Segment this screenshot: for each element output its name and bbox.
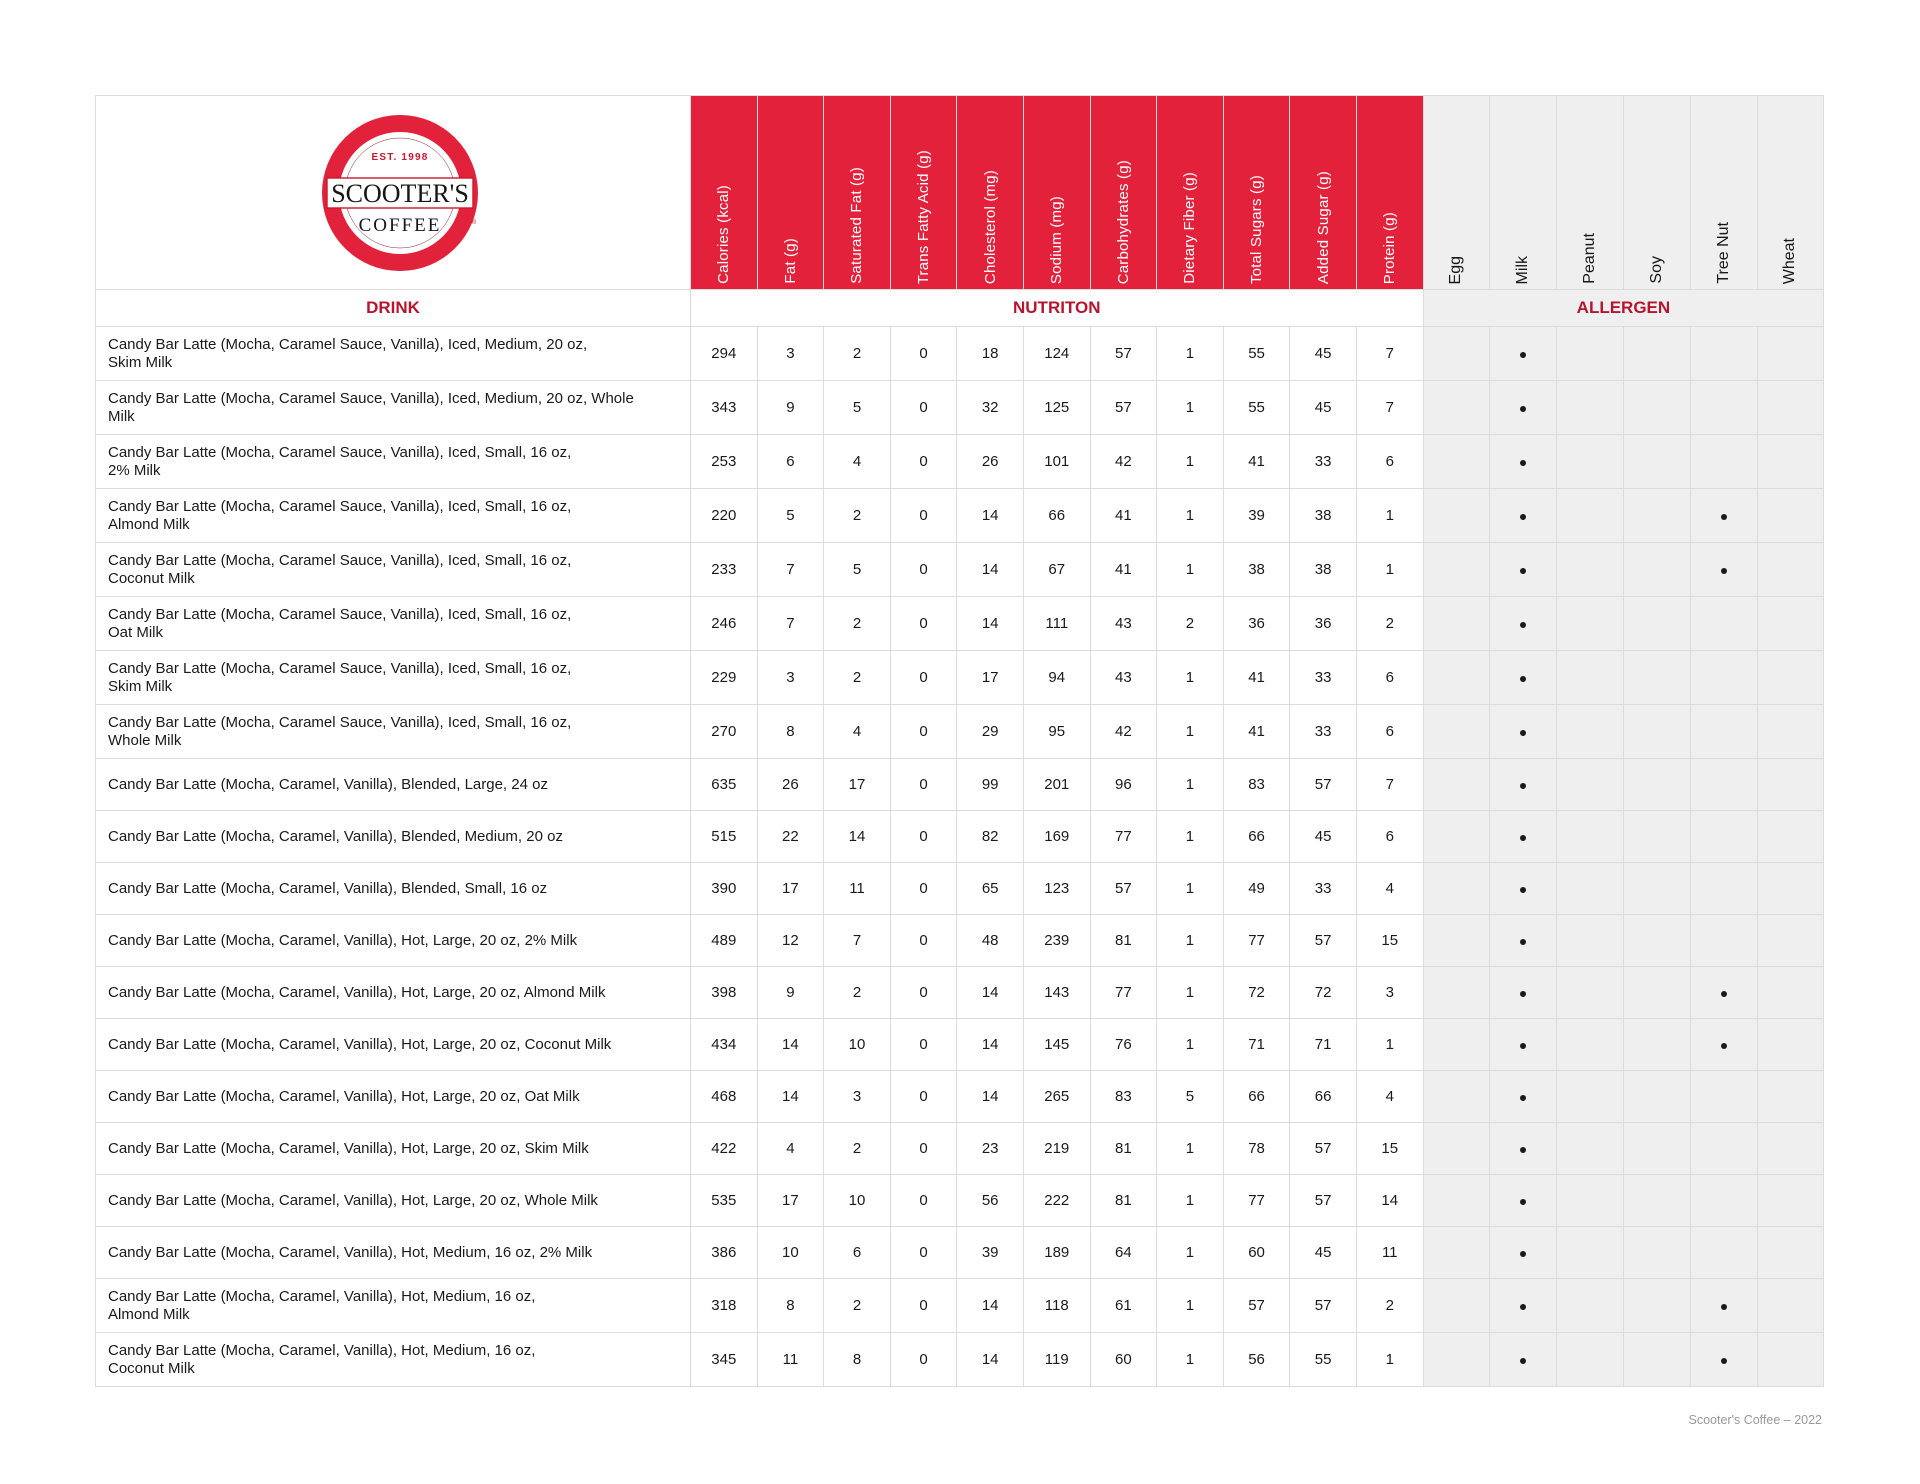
svg-text:EST. 1998: EST. 1998 — [372, 152, 429, 163]
svg-text:COFFEE: COFFEE — [359, 215, 442, 236]
svg-text:®: ® — [471, 218, 477, 226]
svg-text:SCOOTER'S: SCOOTER'S — [331, 179, 469, 208]
